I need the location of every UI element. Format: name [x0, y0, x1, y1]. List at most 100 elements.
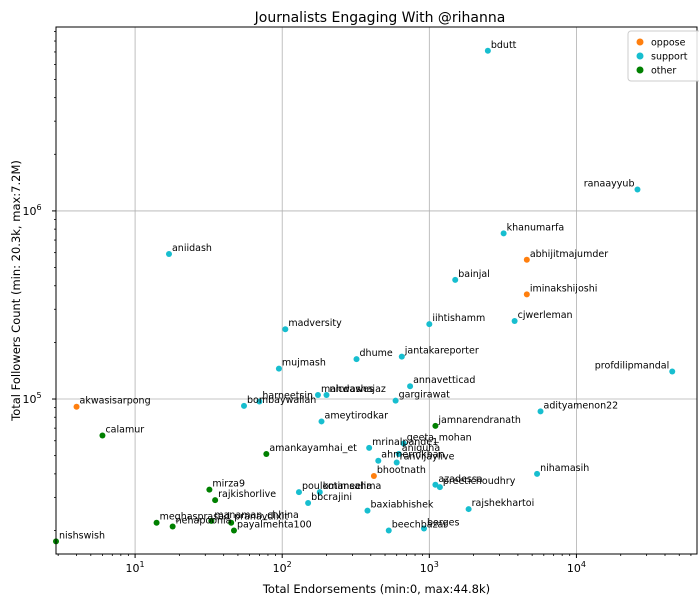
point-label: borges: [427, 517, 459, 528]
point-label: rajshekhartoi: [472, 498, 535, 509]
data-point: [393, 459, 400, 466]
data-point: [366, 444, 373, 451]
data-point: [316, 489, 323, 496]
data-point: [500, 230, 507, 237]
data-point: [282, 326, 289, 333]
point-label: calamur: [105, 424, 144, 435]
point-label: mrinalpande1: [372, 437, 438, 448]
data-point: [385, 527, 392, 534]
y-tick-label: 106: [22, 203, 41, 218]
data-point: [407, 383, 414, 390]
legend-label: oppose: [651, 38, 686, 49]
point-label: mahwashajaz: [321, 384, 386, 395]
point-label: profdilipmandal: [595, 361, 669, 372]
data-point: [398, 353, 405, 360]
legend-marker: [636, 38, 644, 46]
data-point: [523, 291, 530, 298]
point-label: baxiabhishek: [370, 500, 433, 511]
point-label: akwasisarpong: [80, 396, 151, 407]
point-label: bdutt: [491, 40, 517, 51]
x-tick-label: 104: [567, 560, 586, 575]
point-label: geeta_mohan: [407, 433, 472, 444]
point-label: meghasprasad: [160, 512, 230, 523]
point-label: jamnarendranath: [437, 415, 520, 426]
point-label: madversity: [288, 318, 342, 329]
x-tick-label: 101: [126, 560, 145, 575]
data-point: [534, 470, 541, 477]
point-label: mujmash: [282, 358, 326, 369]
point-label: ameytirodkar: [325, 410, 389, 421]
legend-marker: [636, 52, 644, 60]
point-label: rajkishorlive: [218, 489, 276, 500]
point-label: jantakareporter: [404, 346, 479, 357]
data-point: [432, 422, 439, 429]
point-label: preetichoudhry: [443, 476, 516, 487]
data-point: [318, 418, 325, 425]
data-point: [295, 489, 302, 496]
data-point: [375, 457, 382, 464]
legend-box: [627, 30, 699, 82]
data-point: [420, 525, 427, 532]
data-point: [353, 356, 360, 363]
point-label: aniidash: [172, 243, 212, 254]
point-label: dhume: [360, 348, 393, 359]
point-label: aniguha: [402, 443, 440, 454]
point-label: nehapoonia: [176, 516, 232, 527]
point-label: poulomimsaha: [302, 481, 372, 492]
data-point: [169, 523, 176, 530]
data-point: [452, 276, 459, 283]
data-point: [465, 506, 472, 513]
data-point: [537, 408, 544, 415]
point-label: payalmehta100: [237, 519, 312, 530]
point-label: cjwerleman: [518, 310, 573, 321]
point-label: gargirawat: [399, 390, 451, 401]
chart-title: Journalists Engaging With @rihanna: [254, 10, 506, 26]
point-label: nishswish: [59, 530, 105, 541]
grid-lines: [56, 27, 697, 554]
data-point: [305, 500, 312, 507]
legend-label: support: [651, 52, 688, 63]
data-point: [99, 432, 106, 439]
point-label: iihtishamm: [432, 313, 485, 324]
point-label: ranaayyub: [584, 178, 635, 189]
point-label: mirza9: [212, 479, 245, 490]
point-label: bhootnath: [377, 465, 426, 476]
data-point: [212, 497, 219, 504]
data-point: [314, 392, 321, 399]
point-label: bombaywallah: [247, 395, 316, 406]
data-point: [484, 47, 491, 54]
point-label: ahmermkhan: [381, 450, 444, 461]
data-point: [230, 527, 237, 534]
point-label: bbcrajini: [311, 492, 352, 503]
point-label: harneetsin: [262, 391, 313, 402]
legend-label: other: [651, 66, 676, 77]
legend: oppose support other: [627, 30, 699, 82]
plot-frame: [55, 26, 698, 555]
point-label: pranavdixit: [234, 512, 288, 523]
data-point: [228, 519, 235, 526]
x-axis-label: Total Endorsements (min:0, max:44.8k): [262, 582, 490, 596]
data-point: [669, 368, 676, 375]
data-point: [392, 397, 399, 404]
axis-ticks: 101 102 103 104 105 106: [22, 31, 692, 575]
point-label: adityamenon22: [544, 400, 619, 411]
point-label: nihamasih: [540, 463, 589, 474]
data-point: [73, 403, 80, 410]
x-tick-label: 103: [420, 560, 439, 575]
y-tick-label: 105: [22, 391, 41, 406]
data-points: [53, 47, 676, 545]
point-label: bainjal: [458, 269, 490, 280]
data-point: [426, 321, 433, 328]
point-label: ranvijaylive: [400, 451, 455, 462]
data-point: [153, 519, 160, 526]
x-tick-label: 102: [273, 560, 292, 575]
point-label: manaman_chhina: [214, 510, 299, 521]
data-point: [241, 402, 248, 409]
point-label: nicdawes: [329, 384, 373, 395]
data-point: [511, 317, 518, 324]
point-label: kotaneelima: [323, 481, 382, 492]
data-point: [165, 251, 172, 258]
point-labels: akwasisarpong abhijitmajumder iminakshijos…: [59, 40, 669, 542]
point-label: azadessa: [438, 474, 482, 485]
